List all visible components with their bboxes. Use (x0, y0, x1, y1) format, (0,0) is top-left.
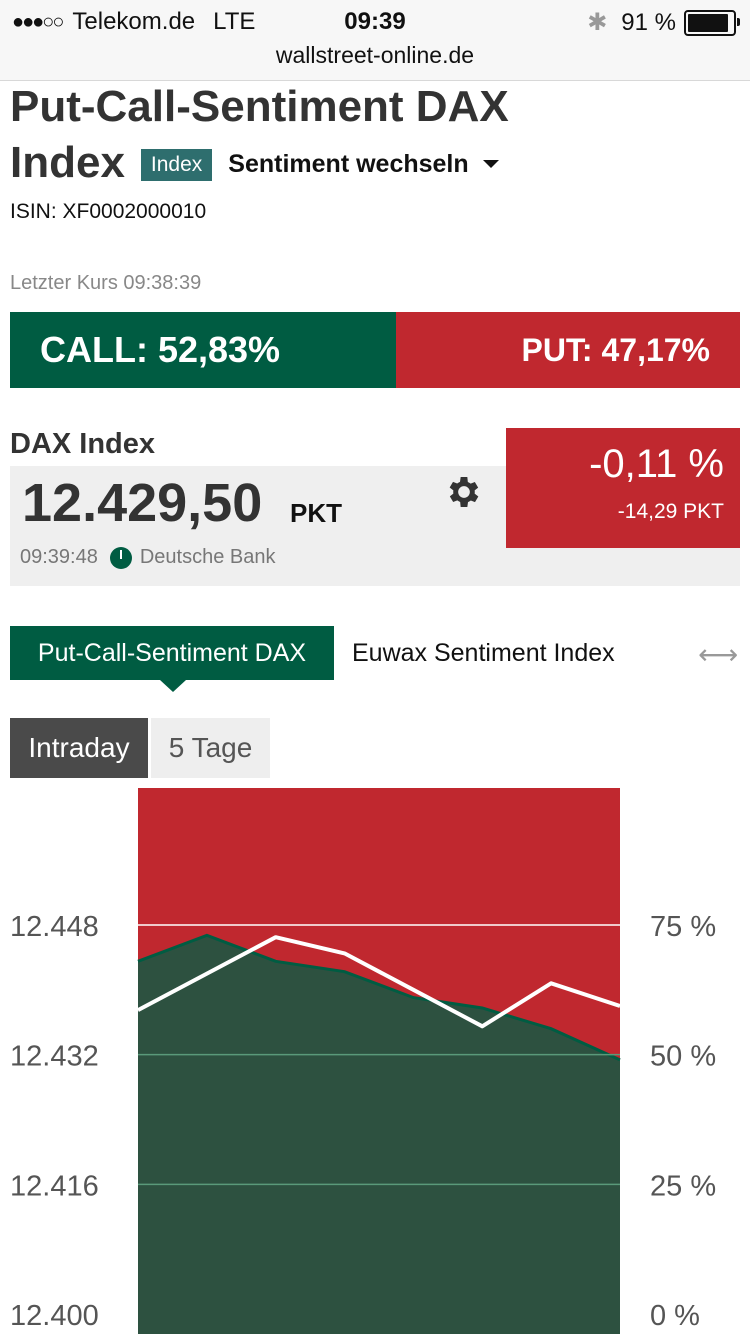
sentiment-chart: 12.448 12.432 12.416 12.400 75 % 50 % 25 % 0 % (10, 788, 716, 1334)
last-update-time: Letzter Kurs 09:38:39 (10, 272, 202, 294)
index-badge: Index (140, 149, 213, 181)
page-title-line2: Index (10, 138, 125, 187)
network-type: LTE (213, 8, 256, 35)
price-value: 12.429,50 (22, 473, 263, 533)
switch-sentiment-dropdown[interactable]: Sentiment wechseln (228, 149, 499, 179)
range-tab-5-days[interactable]: 5 Tage (151, 718, 270, 778)
clock-time: 09:39 (344, 8, 406, 35)
left-axis-tick: 12.448 (10, 911, 99, 943)
right-axis-tick: 50 % (650, 1041, 716, 1073)
page-title-row: Index Index Sentiment wechseln (10, 138, 499, 188)
quote-timestamp-row: 09:39:48 Deutsche Bank (20, 546, 276, 569)
horizontal-scroll-icon[interactable]: ⟷ (698, 639, 739, 670)
quote-source: Deutsche Bank (139, 546, 276, 568)
tab-put-call-sentiment[interactable]: Put-Call-Sentiment DAX (10, 626, 334, 680)
quote-time: 09:39:48 (20, 546, 98, 568)
isin-label: ISIN: XF0002000010 (10, 200, 207, 223)
status-bar: ●●●○○ Telekom.de LTE 09:39 ✱ 91 % wallst… (0, 0, 750, 81)
tab-euwax-sentiment[interactable]: Euwax Sentiment Index (352, 638, 615, 667)
call-percentage: CALL: 52,83% (10, 312, 396, 388)
range-tab-intraday[interactable]: Intraday (10, 718, 148, 778)
clock-icon (109, 546, 132, 569)
battery-percent: 91 % (621, 8, 676, 36)
call-area-edge (137, 933, 621, 1062)
underlying-name: DAX Index (10, 428, 156, 460)
left-axis-tick: 12.416 (10, 1170, 99, 1202)
bluetooth-icon: ✱ (587, 9, 608, 36)
put-percentage: PUT: 47,17% (395, 312, 740, 388)
gear-icon[interactable] (444, 472, 484, 512)
switch-sentiment-label: Sentiment wechseln (228, 149, 469, 178)
address-bar-url[interactable]: wallstreet-online.de (275, 42, 475, 68)
signal-strength-icon: ●●●○○ (12, 10, 64, 33)
carrier-name: Telekom.de (72, 8, 196, 35)
change-percent: -0,11 % (589, 442, 724, 486)
active-tab-pointer (160, 680, 186, 692)
right-axis-tick: 25 % (650, 1170, 716, 1202)
right-axis-tick: 75 % (650, 911, 716, 943)
page-title: Put-Call-Sentiment DAX (10, 82, 509, 131)
change-box: -0,11 % -14,29 PKT (506, 428, 740, 548)
change-points: -14,29 PKT (617, 500, 724, 523)
call-area (138, 935, 620, 1334)
price-line (137, 935, 621, 1029)
sentiment-bar: CALL: 52,83% PUT: 47,17% (10, 312, 740, 388)
right-axis-tick: 0 % (650, 1300, 700, 1332)
battery-icon (684, 9, 740, 36)
chevron-down-icon (482, 160, 499, 168)
battery-info: ✱ 91 % (587, 8, 740, 37)
carrier-info: ●●●○○ Telekom.de LTE (12, 8, 255, 36)
left-axis-tick: 12.400 (10, 1300, 99, 1332)
price-unit: PKT (290, 498, 342, 528)
left-axis-tick: 12.432 (10, 1041, 99, 1073)
